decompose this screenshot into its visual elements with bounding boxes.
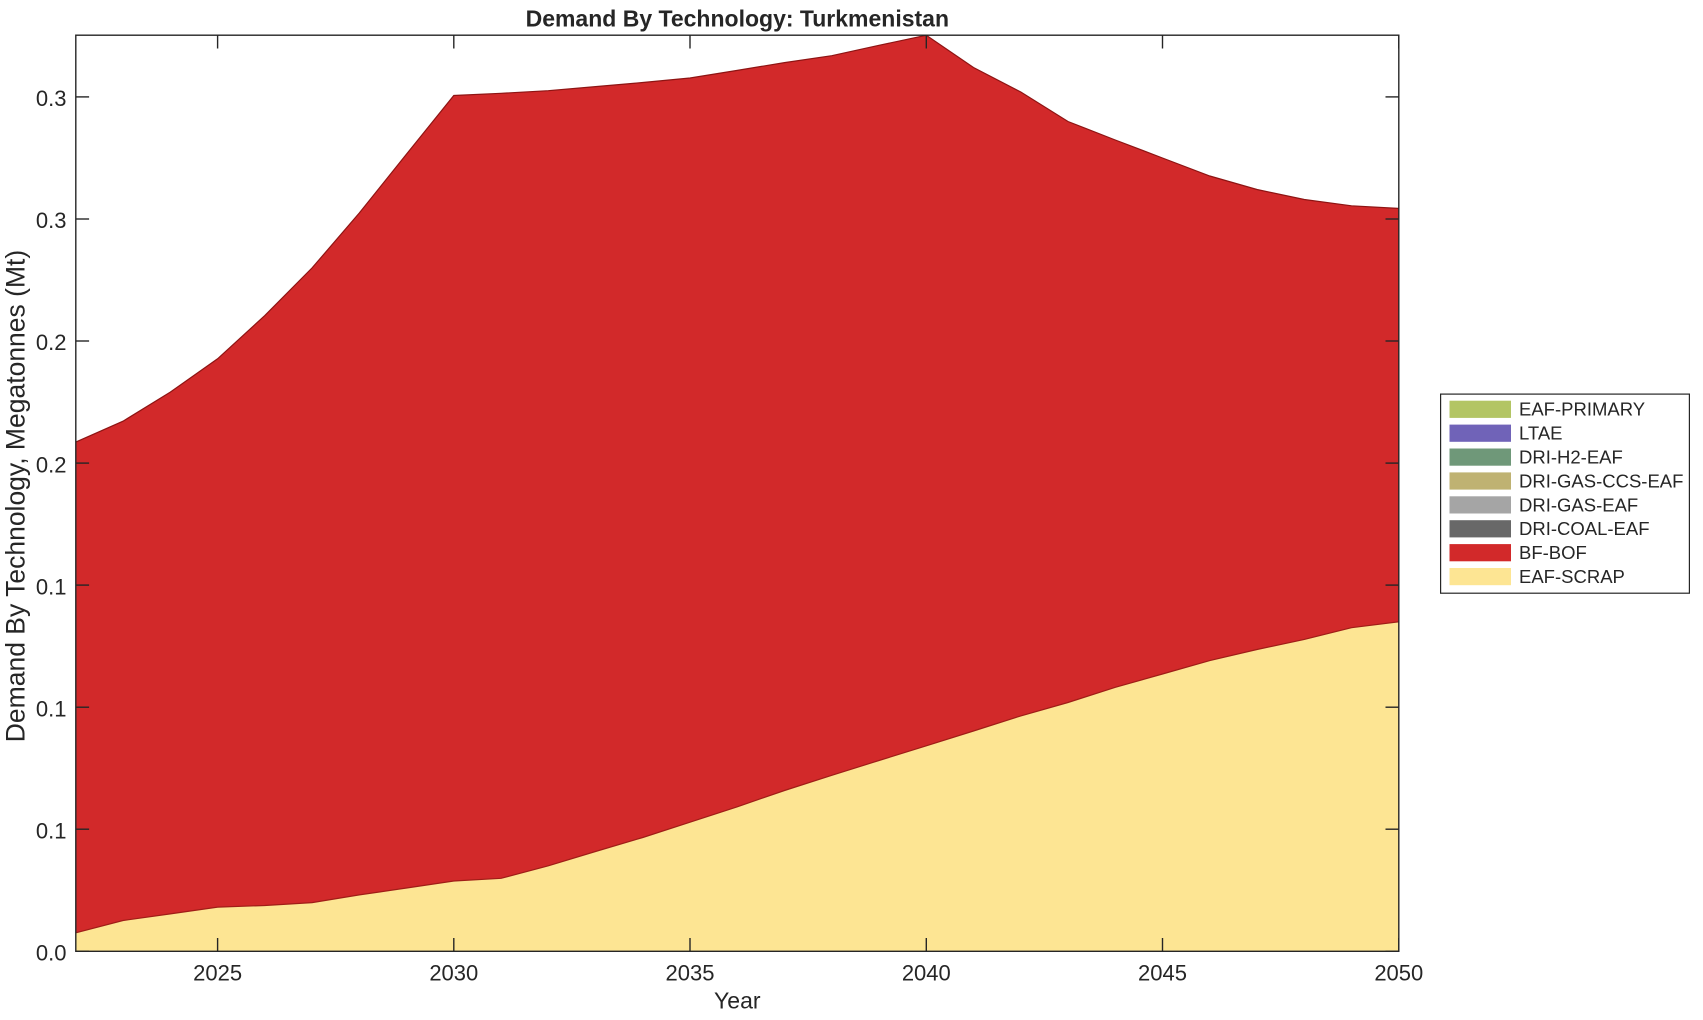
svg-text:Demand By Technology: Turkmeni: Demand By Technology: Turkmenistan [526,5,949,31]
svg-text:DRI-GAS-EAF: DRI-GAS-EAF [1519,494,1638,515]
svg-text:DRI-COAL-EAF: DRI-COAL-EAF [1519,518,1650,539]
svg-text:Demand By Technology, Megatonn: Demand By Technology, Megatonnes (Mt) [0,250,30,742]
svg-text:2025: 2025 [193,960,242,985]
svg-text:0.2: 0.2 [36,452,67,477]
svg-text:0.3: 0.3 [36,86,67,111]
svg-text:0.3: 0.3 [36,208,67,233]
svg-text:0.1: 0.1 [36,696,67,721]
svg-text:EAF-PRIMARY: EAF-PRIMARY [1519,399,1645,420]
svg-text:2050: 2050 [1374,960,1423,985]
svg-text:0.0: 0.0 [36,941,67,966]
svg-text:2045: 2045 [1138,960,1187,985]
svg-text:2040: 2040 [902,960,951,985]
svg-text:2035: 2035 [666,960,715,985]
svg-text:DRI-H2-EAF: DRI-H2-EAF [1519,447,1623,468]
svg-text:DRI-GAS-CCS-EAF: DRI-GAS-CCS-EAF [1519,470,1683,491]
svg-text:LTAE: LTAE [1519,423,1563,444]
svg-text:2030: 2030 [429,960,478,985]
svg-text:Year: Year [714,987,761,1013]
svg-text:EAF-SCRAP: EAF-SCRAP [1519,566,1625,587]
svg-text:0.1: 0.1 [36,574,67,599]
svg-text:BF-BOF: BF-BOF [1519,542,1587,563]
svg-text:0.2: 0.2 [36,330,67,355]
svg-text:0.1: 0.1 [36,818,67,843]
